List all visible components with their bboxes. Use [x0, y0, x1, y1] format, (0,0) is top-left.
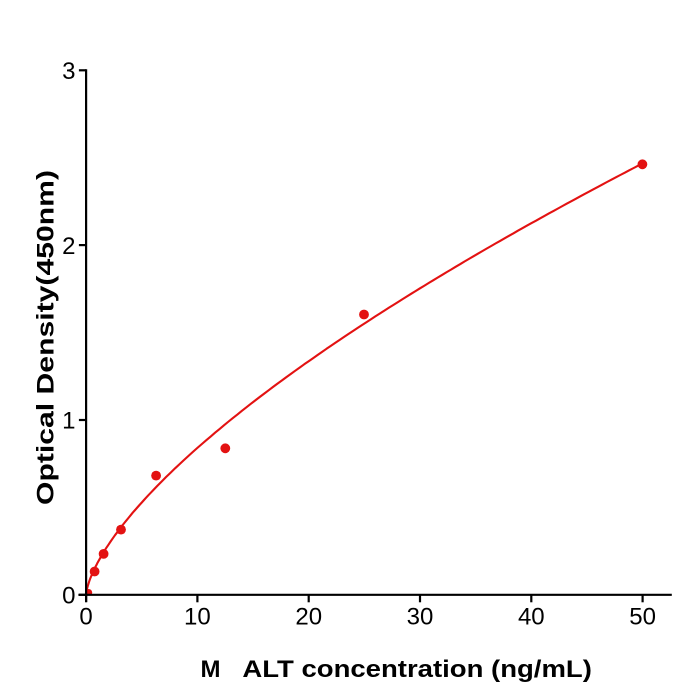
svg-text:0: 0 — [79, 603, 92, 630]
svg-text:Optical Density(450nm): Optical Density(450nm) — [33, 170, 60, 505]
svg-text:1: 1 — [62, 408, 75, 435]
svg-text:0: 0 — [62, 583, 75, 610]
svg-text:10: 10 — [184, 603, 211, 630]
svg-text:40: 40 — [518, 603, 545, 630]
svg-text:2: 2 — [62, 233, 75, 260]
svg-text:30: 30 — [407, 603, 434, 630]
svg-text:3: 3 — [62, 58, 75, 85]
svg-text:ALT concentration (ng/mL): ALT concentration (ng/mL) — [242, 656, 592, 683]
svg-text:M: M — [201, 656, 221, 683]
svg-text:20: 20 — [295, 603, 322, 630]
svg-text:50: 50 — [629, 603, 656, 630]
